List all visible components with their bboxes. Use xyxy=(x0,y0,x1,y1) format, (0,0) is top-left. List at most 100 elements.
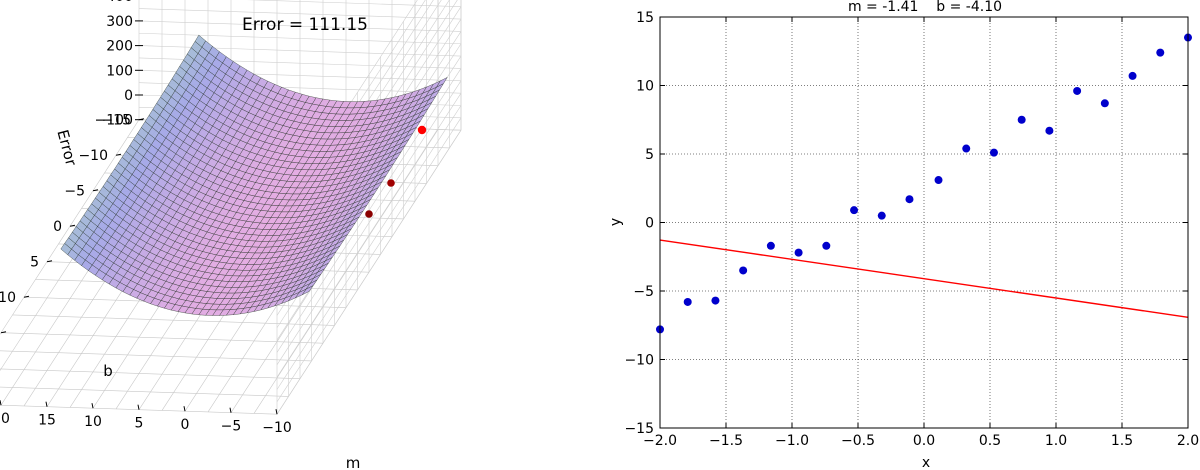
m-axis: 2520151050−5−10 xyxy=(0,400,292,436)
m-tick-mark xyxy=(183,406,186,412)
data-point xyxy=(989,148,998,157)
m-tick-label: 20 xyxy=(0,411,10,427)
wall-grid-line xyxy=(276,130,462,415)
m-tick-label: 5 xyxy=(135,416,144,432)
data-point xyxy=(850,206,859,215)
data-point xyxy=(1128,71,1137,80)
y-tick-label: 5 xyxy=(645,147,654,163)
z-tick-label: 400 xyxy=(106,0,133,5)
descent-point xyxy=(417,125,427,135)
y-tick-label: 10 xyxy=(636,79,654,95)
data-point xyxy=(794,248,803,257)
m-tick-label: 0 xyxy=(181,417,190,433)
m-tick-label: −5 xyxy=(221,419,242,435)
x-axis-label: x xyxy=(922,455,930,470)
data-point xyxy=(877,211,886,220)
x-tick-label: −1.5 xyxy=(709,433,743,449)
x-tick-label: 1.5 xyxy=(1111,433,1133,449)
data-point xyxy=(1017,115,1026,124)
m-tick-mark xyxy=(91,403,94,409)
x-tick-label: −0.5 xyxy=(841,433,875,449)
z-tick-label: 0 xyxy=(124,88,133,104)
data-point xyxy=(766,241,775,250)
z-axis-label: Error xyxy=(53,128,80,169)
descent-path xyxy=(365,125,427,218)
data-point xyxy=(822,241,831,250)
data-point xyxy=(739,266,748,275)
b-axis-label: b xyxy=(103,362,113,380)
b-axis: −15−10−50510152025 xyxy=(0,113,145,334)
x-tick-label: 1.0 xyxy=(1045,433,1067,449)
wall-grid-line xyxy=(276,80,462,365)
data-point xyxy=(905,195,914,204)
z-tick-label: 100 xyxy=(106,63,133,79)
wall-grid-line xyxy=(276,105,462,390)
b-tick-mark xyxy=(69,224,76,227)
x-tick-label: 0.5 xyxy=(979,433,1001,449)
x-ticks: −2.0 −1.5 −1.0 −0.5 0.0 0.5 1.0 1.5 2.0 xyxy=(643,17,1199,449)
data-point xyxy=(1100,99,1109,108)
chart-title: m = -1.41 b = -4.10 xyxy=(848,0,1002,15)
y-axis-label: y xyxy=(608,218,624,226)
b-tick-mark xyxy=(46,260,53,263)
b-tick-label: −15 xyxy=(101,113,131,129)
wall-grid-line xyxy=(276,117,462,403)
b-tick-label: 5 xyxy=(30,255,39,271)
wall-grid-line xyxy=(138,20,462,32)
x-tick-label: −1.0 xyxy=(775,433,809,449)
fit-line xyxy=(659,239,1189,318)
grid-lines xyxy=(659,16,1189,429)
data-point xyxy=(711,296,720,305)
chart-title: Error = 111.15 xyxy=(242,15,368,35)
data-point xyxy=(962,144,971,153)
b-tick-mark xyxy=(0,331,7,334)
b-tick-mark xyxy=(23,295,30,298)
x-tick-label: 2.0 xyxy=(1177,433,1199,449)
descent-point xyxy=(387,179,395,187)
data-point xyxy=(683,297,692,306)
plot-frame xyxy=(659,16,1189,429)
wall-grid-line xyxy=(138,32,462,45)
m-tick-label: −10 xyxy=(262,420,292,436)
floor-grid-line xyxy=(0,404,278,415)
floor-grid-line xyxy=(0,386,289,397)
y-tick-label: 0 xyxy=(645,216,654,232)
b-tick-label: −10 xyxy=(78,148,108,164)
wall-grid-line xyxy=(246,0,462,7)
floor-grid-line xyxy=(12,314,335,326)
b-tick-label: 10 xyxy=(0,290,16,306)
wall-grid-line xyxy=(138,8,462,20)
b-tick-mark xyxy=(138,118,145,121)
b-tick-label: −5 xyxy=(64,184,85,200)
x-tick-label: 0.0 xyxy=(913,433,935,449)
surface-mesh xyxy=(60,34,448,316)
surface-facet xyxy=(302,285,314,295)
y-ticks: −15 −10 −5 0 5 10 15 xyxy=(624,10,1188,437)
data-point xyxy=(934,176,943,185)
z-tick-label: 300 xyxy=(106,14,133,30)
m-tick-mark xyxy=(0,400,2,406)
m-tick-mark xyxy=(229,407,232,413)
z-tick-label: −100 xyxy=(95,113,133,129)
b-tick-mark xyxy=(92,189,99,192)
descent-point xyxy=(365,210,373,218)
m-axis-label: m xyxy=(346,454,361,470)
floor-grid-line xyxy=(0,332,324,344)
wall-grid-line xyxy=(276,92,462,378)
floor-grid-line xyxy=(0,368,301,379)
m-tick-mark xyxy=(137,404,140,410)
y-tick-label: −10 xyxy=(624,353,654,369)
x-tick-label: −2.0 xyxy=(643,433,677,449)
data-point xyxy=(1073,86,1082,95)
data-point xyxy=(1156,48,1165,57)
m-tick-mark xyxy=(45,401,48,407)
z-tick-label: 200 xyxy=(106,39,133,55)
z-axis: −1000100200300400500600700 xyxy=(95,0,143,129)
error-surface-chart: −1000100200300400500600700 −15−10−505101… xyxy=(0,0,462,470)
data-point xyxy=(1045,126,1054,135)
y-tick-label: −5 xyxy=(633,284,654,300)
y-tick-label: −15 xyxy=(624,421,654,437)
floor-grid-line xyxy=(0,350,312,362)
y-tick-label: 15 xyxy=(636,10,654,26)
m-tick-mark xyxy=(275,409,278,415)
